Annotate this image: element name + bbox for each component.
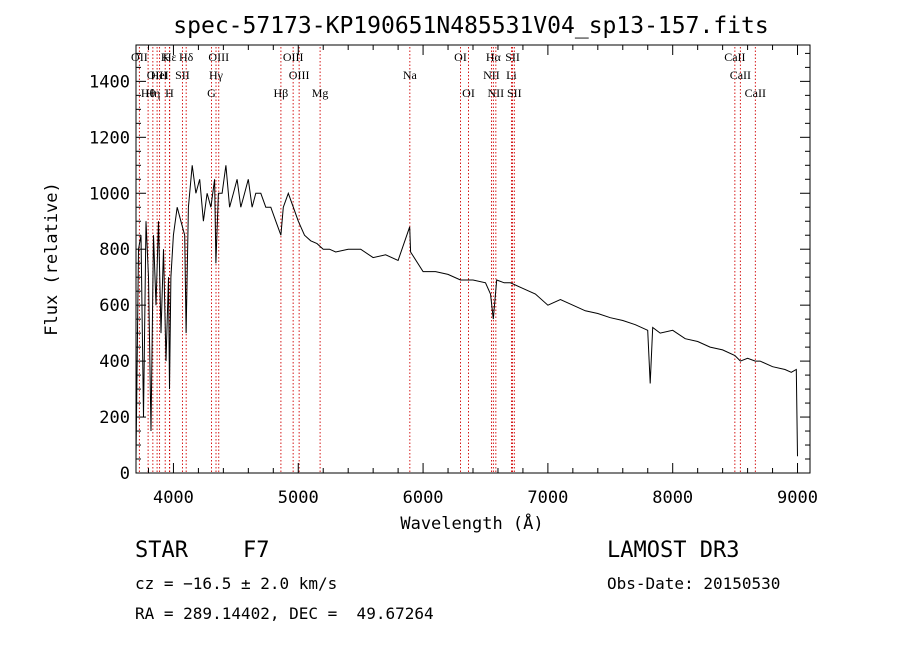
plot-frame <box>135 44 811 474</box>
line-label: Mg <box>312 86 329 100</box>
line-label: OIII <box>283 50 304 64</box>
coordinates: RA = 289.14402, DEC = 49.67264 <box>135 604 434 623</box>
object-subclass: F7 <box>243 538 270 563</box>
line-label: CaII <box>745 86 766 100</box>
line-label: Hβ <box>274 86 289 100</box>
line-label: Hη <box>145 86 160 100</box>
line-label: SII <box>507 86 522 100</box>
spectral-line-labels: HθOIIHηOIIIHeIKHHεSIIHδGHγOIIIHβOIIIOIII… <box>131 50 766 100</box>
y-tick-label: 800 <box>99 240 130 260</box>
line-label: OII <box>131 50 148 64</box>
line-label: OIII <box>289 68 310 82</box>
y-tick-label: 1000 <box>89 184 130 204</box>
line-label: OI <box>454 50 467 64</box>
chart-title: spec-57173-KP190651N485531V04_sp13-157.f… <box>173 13 768 39</box>
x-tick-label: 7000 <box>527 488 568 508</box>
x-tick-label: 5000 <box>278 488 319 508</box>
x-tick-label: 8000 <box>652 488 693 508</box>
observation-date: Obs-Date: 20150530 <box>607 574 781 593</box>
line-label: NII <box>488 86 505 100</box>
line-label: Hδ <box>179 50 194 64</box>
spectrum-line <box>135 165 798 460</box>
line-label: OI <box>462 86 475 100</box>
y-tick-label: 400 <box>99 352 130 372</box>
x-tick-label: 4000 <box>153 488 194 508</box>
line-label: CaII <box>730 68 751 82</box>
x-tick-label: 6000 <box>403 488 444 508</box>
y-tick-label: 0 <box>120 464 130 484</box>
line-label: CaII <box>724 50 745 64</box>
y-tick-label: 1400 <box>89 72 130 92</box>
x-axis-label: Wavelength (Å) <box>400 512 543 534</box>
line-label: HeI <box>151 68 169 82</box>
line-label: Na <box>403 68 418 82</box>
spectral-line-markers <box>138 47 756 473</box>
line-label: SII <box>505 50 520 64</box>
y-tick-label: 600 <box>99 296 130 316</box>
redshift-cz: cz = −16.5 ± 2.0 km/s <box>135 574 338 593</box>
y-tick-label: 200 <box>99 408 130 428</box>
survey-name: LAMOST DR3 <box>607 538 740 563</box>
line-label: H <box>165 86 174 100</box>
line-label: SII <box>175 68 190 82</box>
line-label: Hθ <box>141 86 156 100</box>
y-tick-label: 1200 <box>89 128 130 148</box>
line-label: NII <box>483 68 500 82</box>
x-tick-label: 9000 <box>777 488 818 508</box>
line-label: OIII <box>208 50 229 64</box>
line-label: OIII <box>147 68 168 82</box>
line-label: Hγ <box>209 68 224 82</box>
line-label: K <box>161 50 170 64</box>
line-label: Li <box>506 68 517 82</box>
object-class: STAR <box>135 538 188 563</box>
y-axis-label: Flux (relative) <box>42 182 62 336</box>
y-axis-ticks: 0 200 400 600 800 1000 1200 1400 <box>89 52 810 484</box>
line-label: Hα <box>486 50 502 64</box>
line-label: G <box>207 86 216 100</box>
line-label: Hε <box>163 50 177 64</box>
x-axis-ticks: 4000 5000 6000 7000 8000 9000 <box>147 45 818 508</box>
